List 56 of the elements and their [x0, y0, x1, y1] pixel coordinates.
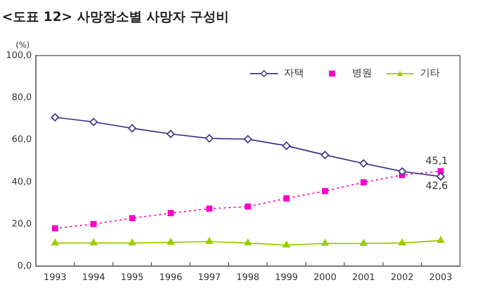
legend-label: 기타: [420, 68, 440, 80]
point: [167, 238, 174, 245]
point: [244, 238, 252, 246]
point: [436, 172, 445, 181]
point: [282, 241, 290, 248]
point: [244, 204, 251, 210]
x-tick-label: 1996: [159, 272, 182, 283]
point: [282, 142, 291, 150]
point: [320, 150, 330, 160]
x-tick-label: 1997: [198, 272, 221, 283]
point: [321, 239, 329, 246]
x-tick-label: 2003: [429, 272, 452, 283]
point: [129, 215, 136, 222]
point: [166, 130, 175, 138]
point: [437, 236, 444, 243]
point: [398, 238, 406, 246]
point: [360, 239, 368, 246]
x-tick-label: 1994: [82, 272, 106, 283]
point: [51, 238, 59, 246]
point: [90, 238, 98, 246]
point: [205, 134, 214, 142]
point: [359, 159, 368, 168]
point: [50, 113, 60, 122]
legend-label: 병원: [352, 68, 372, 80]
y-tick-label: 20,0: [12, 219, 32, 230]
y-tick-label: 80,0: [12, 93, 32, 104]
point: [322, 188, 328, 194]
y-tick-label: 60,0: [12, 135, 32, 146]
chart-title: <도표 12> 사망장소별 사망자 구성비: [2, 10, 229, 26]
point: [360, 179, 367, 186]
x-tick-label: 1993: [44, 272, 66, 283]
point: [168, 210, 174, 216]
point: [128, 238, 136, 246]
x-tick-label: 1999: [274, 272, 298, 283]
data-label: 42,6: [426, 181, 448, 192]
point: [283, 195, 290, 202]
y-axis-title: (%): [16, 40, 30, 50]
x-tick-label: 2000: [314, 272, 337, 283]
x-tick-label: 1995: [120, 272, 144, 283]
x-tick-label: 2001: [352, 272, 376, 283]
point: [244, 135, 252, 144]
point: [52, 225, 58, 232]
x-tick-label: 1998: [236, 272, 260, 283]
legend-label: 자택: [284, 68, 304, 80]
point: [206, 206, 212, 212]
point: [206, 237, 213, 244]
x-tick-label: 2002: [390, 272, 414, 283]
point: [438, 168, 444, 174]
point: [90, 221, 97, 228]
y-tick-label: 40,0: [12, 177, 32, 188]
data-label: 45,1: [426, 156, 448, 167]
y-tick-label: 0,0: [17, 262, 32, 272]
point: [398, 167, 406, 176]
point: [90, 118, 98, 126]
point: [128, 124, 136, 132]
y-tick-label: 100,0: [6, 50, 32, 61]
